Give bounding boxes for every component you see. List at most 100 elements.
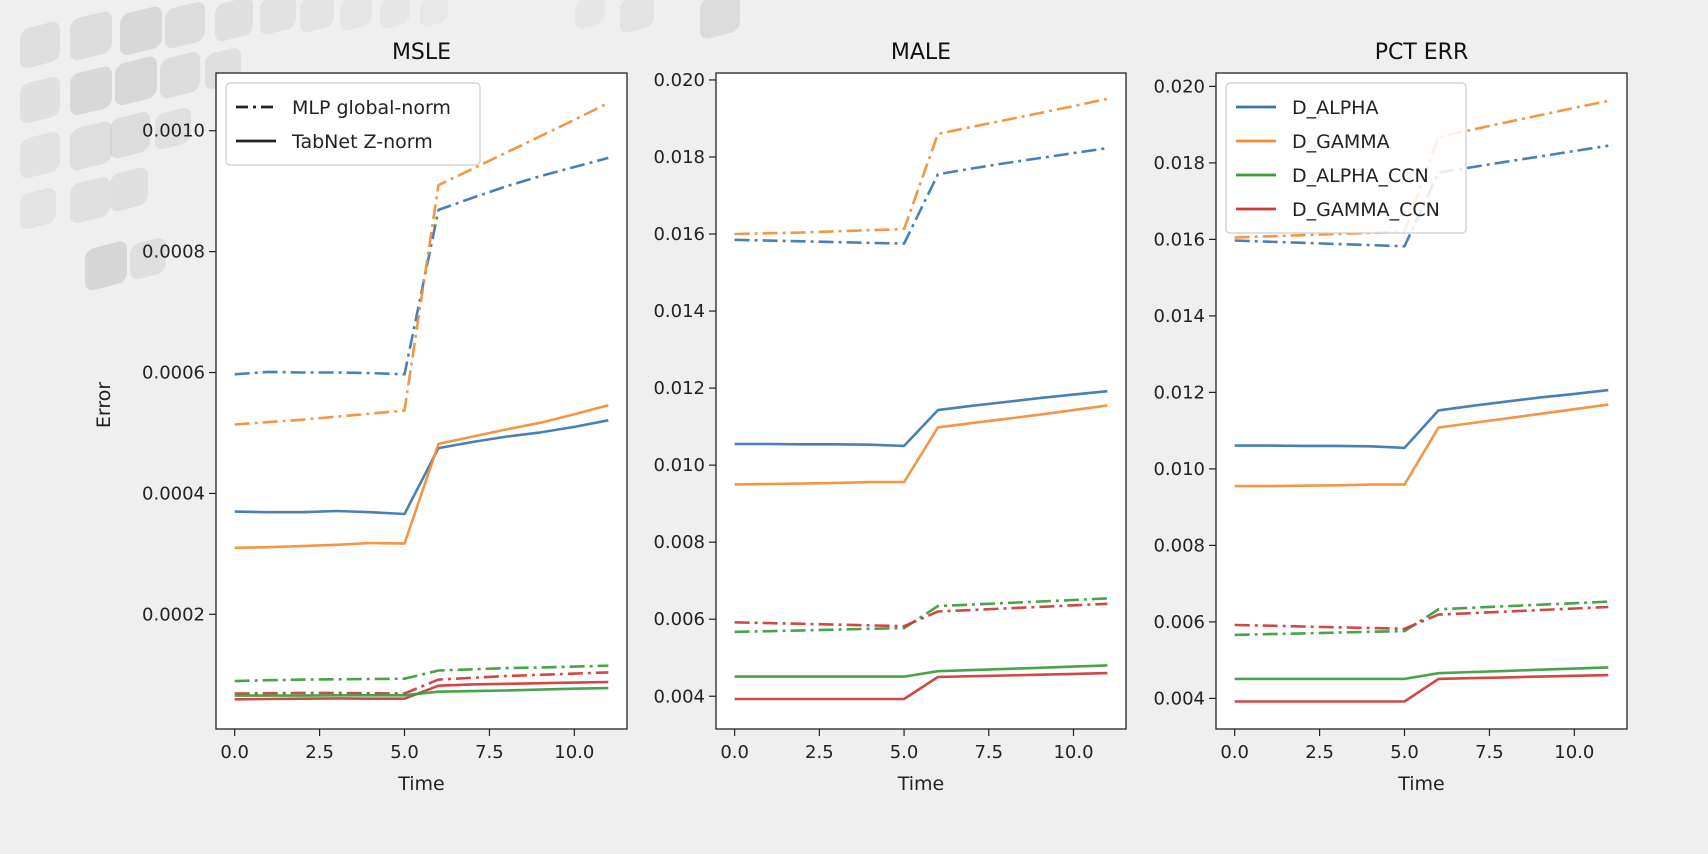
axes-frame bbox=[215, 72, 628, 730]
legend: D_ALPHA D_GAMMA D_ALPHA_CCN D_GAMMA_CCN bbox=[1225, 82, 1467, 234]
background-tile bbox=[20, 22, 60, 69]
y-tick-label: 0.006 bbox=[1153, 612, 1205, 633]
series-line-d-alpha-ccn-mlp bbox=[234, 664, 609, 683]
background-tile bbox=[380, 0, 410, 29]
series-line-d-gamma-tabnet bbox=[734, 404, 1108, 486]
plot-area bbox=[216, 73, 627, 729]
background-tile bbox=[165, 2, 205, 49]
series-line-d-gamma-ccn-mlp bbox=[234, 671, 609, 695]
panel-title: PCT ERR bbox=[1375, 40, 1469, 65]
background-tile bbox=[70, 121, 112, 171]
y-tick-label: 0.010 bbox=[653, 455, 705, 476]
y-tick-label: 0.0006 bbox=[142, 363, 205, 384]
y-tick-label: 0.008 bbox=[653, 532, 705, 553]
y-tick-label: 0.010 bbox=[1153, 459, 1205, 480]
background-tile bbox=[700, 0, 740, 39]
x-tick-label: 10.0 bbox=[1053, 742, 1093, 763]
background-tile bbox=[620, 0, 654, 33]
legend-label: TabNet Z-norm bbox=[291, 131, 433, 153]
x-tick-label: 10.0 bbox=[554, 742, 594, 763]
y-axis-label: Error bbox=[93, 382, 115, 429]
legend-box bbox=[225, 82, 481, 166]
y-tick-label: 0.012 bbox=[1153, 382, 1205, 403]
x-tick-label: 5.0 bbox=[890, 742, 919, 763]
x-tick-label: 5.0 bbox=[1390, 742, 1419, 763]
background-tile bbox=[110, 112, 150, 159]
y-tick-label: 0.018 bbox=[653, 147, 705, 168]
series-line-d-alpha-tabnet bbox=[1234, 388, 1609, 450]
legend: MLP global-norm TabNet Z-norm bbox=[225, 82, 481, 166]
background-tile bbox=[575, 0, 605, 29]
x-tick-label: 7.5 bbox=[974, 742, 1003, 763]
background-tile bbox=[115, 56, 157, 106]
y-tick-label: 0.0008 bbox=[142, 242, 205, 263]
series-line-d-gamma-mlp bbox=[234, 101, 609, 426]
background-tile bbox=[110, 167, 148, 212]
series-line-d-gamma-ccn-mlp bbox=[734, 602, 1108, 628]
panel-title: MALE bbox=[891, 40, 951, 65]
background-tile bbox=[85, 241, 127, 291]
y-tick-label: 0.0002 bbox=[142, 604, 205, 625]
series-line-d-alpha-ccn-tabnet bbox=[234, 686, 609, 697]
series-line-d-alpha-ccn-tabnet bbox=[1234, 666, 1609, 681]
legend-box bbox=[1225, 82, 1467, 234]
series-line-d-gamma-mlp bbox=[1234, 99, 1609, 239]
y-tick-label: 0.012 bbox=[653, 378, 705, 399]
axes-frame bbox=[1215, 72, 1628, 730]
y-tick-label: 0.008 bbox=[1153, 535, 1205, 556]
background-tile bbox=[70, 66, 112, 116]
background-tile bbox=[215, 0, 253, 42]
background-tile bbox=[130, 238, 166, 280]
x-tick-label: 7.5 bbox=[1475, 742, 1504, 763]
background-tile bbox=[20, 188, 56, 230]
background-tile bbox=[70, 11, 112, 61]
background-tile bbox=[160, 52, 200, 99]
x-tick-label: 7.5 bbox=[475, 742, 504, 763]
background-tile bbox=[420, 0, 448, 27]
background-tile bbox=[260, 0, 296, 35]
legend-label: MLP global-norm bbox=[292, 97, 451, 119]
series-line-d-alpha-tabnet bbox=[234, 419, 609, 516]
series-line-d-alpha-ccn-mlp bbox=[734, 597, 1108, 634]
panel-title: MSLE bbox=[392, 40, 451, 65]
series-line-d-gamma-ccn-mlp bbox=[1234, 605, 1609, 631]
series-line-d-gamma-ccn-tabnet bbox=[1234, 673, 1609, 703]
y-tick-label: 0.0010 bbox=[142, 121, 205, 142]
legend-label: D_GAMMA bbox=[1292, 131, 1390, 153]
axes-frame bbox=[715, 72, 1127, 730]
y-tick-label: 0.020 bbox=[653, 70, 705, 91]
y-tick-label: 0.004 bbox=[653, 686, 705, 707]
x-tick-label: 2.5 bbox=[805, 742, 834, 763]
legend-label: D_GAMMA_CCN bbox=[1292, 199, 1440, 221]
series-line-d-alpha-tabnet bbox=[734, 389, 1108, 448]
series-line-d-gamma-mlp bbox=[734, 97, 1108, 236]
x-axis-label: Time bbox=[1397, 773, 1445, 795]
series-line-d-alpha-mlp bbox=[734, 146, 1108, 245]
plot-area bbox=[716, 73, 1126, 729]
legend-label: D_ALPHA bbox=[1292, 97, 1378, 119]
y-tick-label: 0.020 bbox=[1153, 76, 1205, 97]
background-tile bbox=[120, 6, 162, 56]
y-tick-label: 0.018 bbox=[1153, 153, 1205, 174]
y-tick-label: 0.004 bbox=[1153, 688, 1205, 709]
series-line-d-gamma-tabnet bbox=[1234, 403, 1609, 488]
x-axis-label: Time bbox=[397, 773, 445, 795]
series-line-d-gamma-tabnet bbox=[234, 403, 609, 550]
panel-msle: 0.0 2.5 5.0 7.5 10.0 0.0002 0.0004 0.0006 0.0008… bbox=[142, 40, 628, 795]
x-tick-label: 2.5 bbox=[1305, 742, 1334, 763]
x-tick-label: 0.0 bbox=[1220, 742, 1249, 763]
background-tile bbox=[70, 177, 110, 224]
panel-male: 0.0 2.5 5.0 7.5 10.0 0.004 0.006 0.008 0.010 0.01… bbox=[653, 40, 1127, 795]
x-tick-label: 0.0 bbox=[220, 742, 249, 763]
y-tick-label: 0.016 bbox=[1153, 229, 1205, 250]
background-tile bbox=[300, 0, 334, 33]
series-line-d-alpha-ccn-tabnet bbox=[734, 664, 1108, 678]
y-tick-label: 0.014 bbox=[653, 301, 705, 322]
series-line-d-alpha-ccn-mlp bbox=[1234, 600, 1609, 637]
y-tick-label: 0.014 bbox=[1153, 306, 1205, 327]
series-line-d-gamma-ccn-tabnet bbox=[734, 671, 1108, 701]
x-axis-label: Time bbox=[897, 773, 945, 795]
legend-label: D_ALPHA_CCN bbox=[1292, 165, 1429, 187]
